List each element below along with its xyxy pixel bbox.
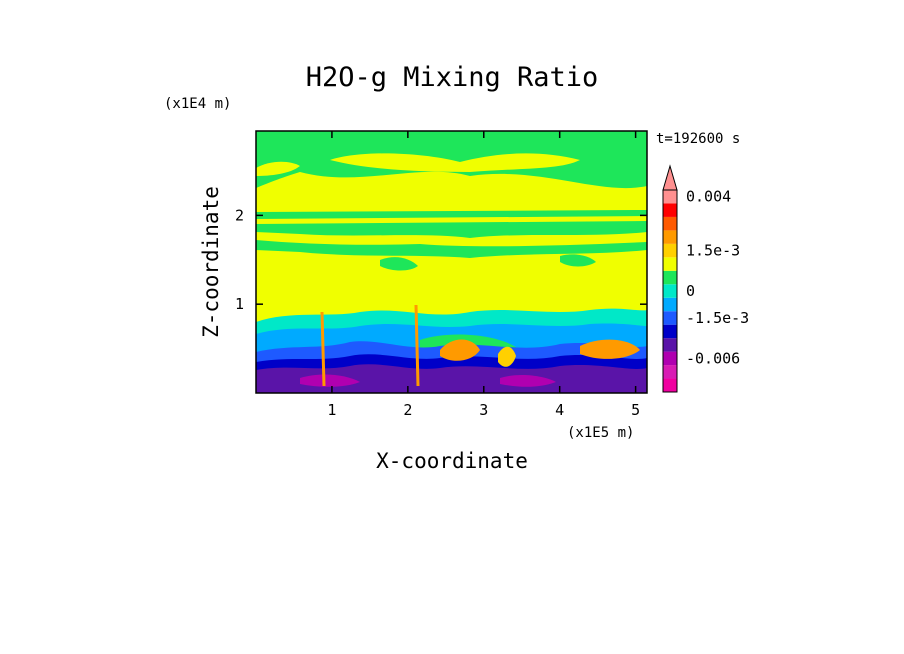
orange-region-3 [498, 346, 516, 367]
y-axis-label: Z-coordinate [199, 186, 223, 338]
vertical-feature-1 [320, 311, 326, 387]
colorbar-tick-label: -0.006 [686, 349, 740, 367]
orange-region-2 [580, 339, 640, 359]
colorbar-extend-arrow [662, 164, 678, 191]
time-label: t=192600 s [656, 131, 740, 147]
axes: 1 2 3 4 5 1 2 [235, 131, 647, 419]
x-axis-label: X-coordinate [376, 449, 528, 473]
magenta-patch-1 [300, 374, 360, 387]
green-region-top [256, 131, 647, 189]
colorbar-segment [663, 257, 677, 271]
yellow-patch-top [330, 153, 580, 172]
colorbar-tick-label: 0.004 [686, 188, 731, 206]
colorbar-segment [663, 297, 677, 312]
colorbar-segment [663, 216, 677, 231]
x-tick-label: 2 [403, 401, 412, 419]
contour-field [256, 131, 647, 393]
colorbar-segment [663, 190, 677, 204]
colorbar-segment [663, 270, 677, 285]
orange-region-1 [440, 339, 480, 361]
colorbar-segment [663, 230, 677, 244]
magenta-patch-2 [500, 375, 556, 387]
x-tick-label: 5 [631, 401, 640, 419]
vertical-feature-2 [414, 304, 420, 387]
plot-frame [255, 130, 648, 394]
y-tick-label: 2 [235, 206, 244, 224]
colorbar-segment [663, 284, 677, 298]
colorbar-tick-label: -1.5e-3 [686, 309, 749, 327]
green-streak-2 [256, 221, 647, 238]
green-streak-1 [256, 210, 647, 219]
colorbar: 0.004 1.5e-3 0 -1.5e-3 -0.006 [662, 164, 749, 393]
colorbar-segment [663, 365, 677, 379]
x-unit-label: (x1E5 m) [567, 425, 634, 441]
colorbar-segment [663, 338, 677, 352]
green-streak-3 [256, 240, 647, 258]
colorbar-segment [663, 243, 677, 258]
colorbar-tick-label: 1.5e-3 [686, 242, 740, 260]
colorbar-segment [663, 203, 677, 217]
colorbar-segment [663, 311, 677, 325]
x-tick-label: 1 [327, 401, 336, 419]
green-blob-1 [380, 257, 418, 271]
yellow-patch-left [256, 161, 300, 176]
chart-title: H2O-g Mixing Ratio [306, 62, 599, 93]
y-unit-label: (x1E4 m) [164, 96, 231, 112]
colorbar-segment [663, 324, 677, 339]
x-tick-label: 4 [555, 401, 564, 419]
y-tick-label: 1 [235, 295, 244, 313]
x-tick-label: 3 [479, 401, 488, 419]
colorbar-segment [663, 378, 677, 392]
green-blob-2 [560, 254, 596, 267]
colorbar-frame [662, 189, 678, 393]
colorbar-segment [663, 351, 677, 366]
colorbar-tick-label: 0 [686, 282, 695, 300]
purple-region [256, 364, 647, 393]
